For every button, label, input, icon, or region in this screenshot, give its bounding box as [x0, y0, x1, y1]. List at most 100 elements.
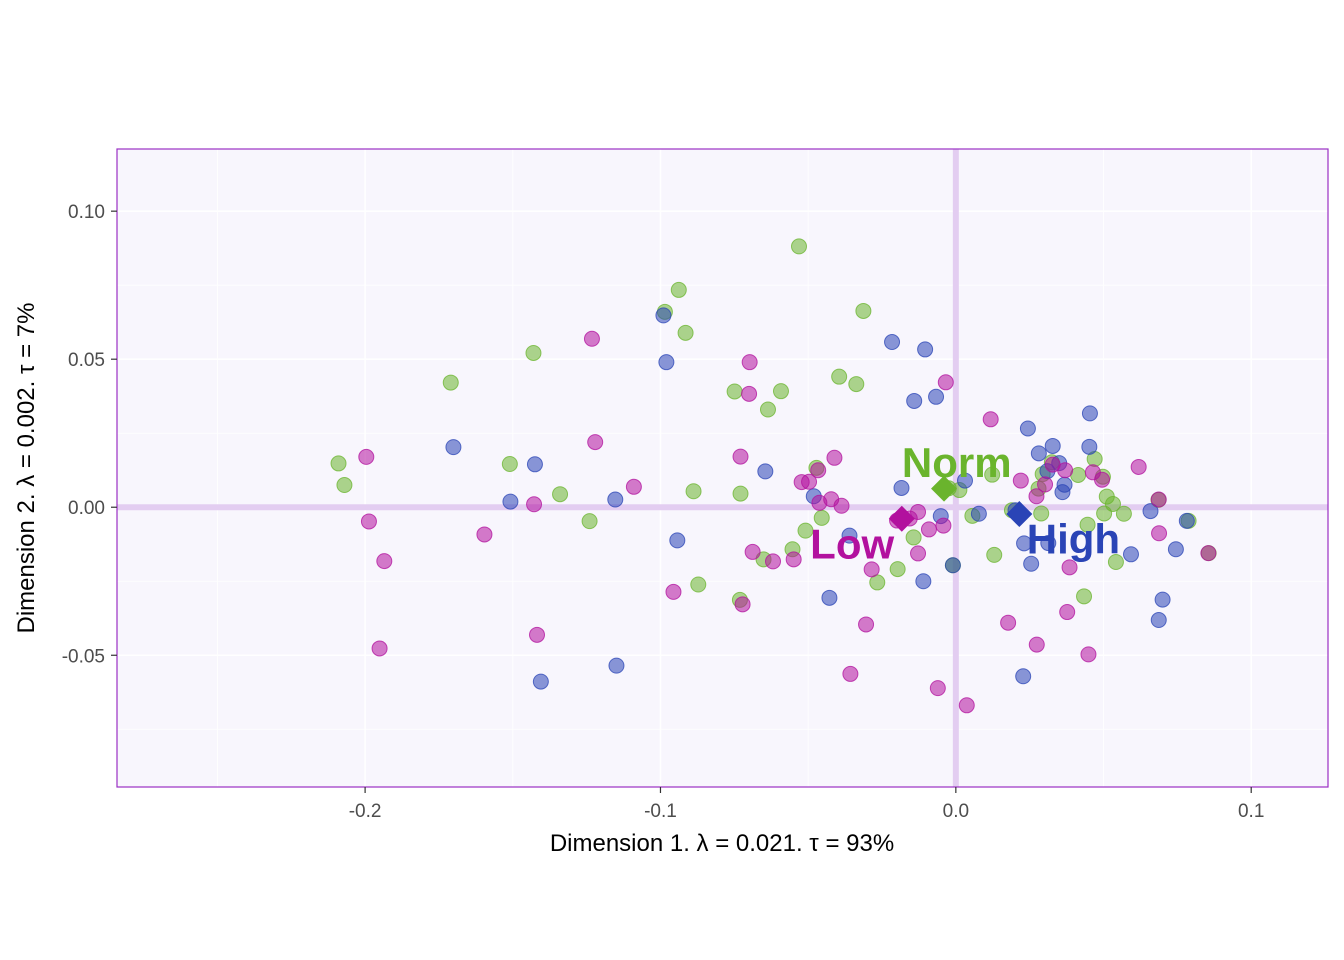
point-high: [893, 479, 910, 496]
point-low: [734, 596, 751, 613]
point-high: [669, 532, 686, 549]
point-low: [1200, 545, 1217, 562]
y-tick-label: -0.05: [62, 646, 105, 667]
point-low: [1000, 614, 1017, 631]
point-low: [1151, 525, 1168, 542]
point-norm: [685, 483, 702, 500]
point-norm: [525, 344, 542, 361]
point-low: [858, 616, 875, 633]
y-tick-label: 0.05: [68, 350, 105, 371]
point-high: [1023, 555, 1040, 572]
point-low: [842, 665, 859, 682]
point-norm: [1079, 516, 1096, 533]
point-norm: [1104, 495, 1121, 512]
point-norm: [501, 456, 518, 473]
point-high: [1167, 541, 1184, 558]
point-low: [583, 330, 600, 347]
point-low: [935, 517, 952, 534]
point-norm: [797, 522, 814, 539]
point-norm: [670, 281, 687, 298]
point-high: [1142, 503, 1159, 520]
point-norm: [889, 561, 906, 578]
point-low: [744, 543, 761, 560]
point-norm: [790, 238, 807, 255]
centroids: Norm High Low: [810, 439, 1120, 568]
point-low: [810, 462, 827, 479]
point-low: [529, 626, 546, 643]
point-high: [841, 527, 858, 544]
point-high: [1178, 512, 1195, 529]
point-high: [445, 439, 462, 456]
point-low: [625, 478, 642, 495]
point-norm: [1115, 505, 1132, 522]
point-high: [944, 557, 961, 574]
point-low: [929, 680, 946, 697]
point-low: [360, 513, 377, 530]
x-tick-label: 0.0: [943, 801, 969, 822]
point-low: [732, 448, 749, 465]
point-high: [526, 456, 543, 473]
point-high: [655, 307, 672, 324]
point-norm: [732, 485, 749, 502]
point-high: [607, 491, 624, 508]
plot-panel-border: [116, 148, 1329, 788]
x-tick-label: 0.1: [1238, 801, 1264, 822]
point-low: [526, 496, 543, 513]
point-low: [1130, 458, 1147, 475]
point-low: [1037, 476, 1054, 493]
point-low: [910, 545, 927, 562]
point-low: [833, 497, 850, 514]
point-high: [532, 673, 549, 690]
point-high: [956, 472, 973, 489]
point-high: [821, 589, 838, 606]
point-low: [358, 448, 375, 465]
centroid-marker-low: [888, 505, 915, 532]
point-low: [863, 561, 880, 578]
y-axis-ticks: -0.05 0.00 0.05 0.10: [62, 202, 117, 667]
point-norm: [984, 466, 1001, 483]
point-norm: [330, 455, 347, 472]
point-low: [910, 503, 927, 520]
point-norm: [848, 376, 865, 393]
point-low: [937, 374, 954, 391]
point-low: [587, 434, 604, 451]
point-high: [757, 463, 774, 480]
point-norm: [772, 383, 789, 400]
point-norm: [759, 401, 776, 418]
point-high: [928, 388, 945, 405]
point-norm: [1033, 505, 1050, 522]
point-low: [1059, 604, 1076, 621]
y-tick-label: 0.10: [68, 202, 105, 223]
point-high: [1154, 591, 1171, 608]
plot-panel: [117, 149, 1328, 787]
x-tick-label: -0.1: [644, 801, 677, 822]
point-high: [1030, 445, 1047, 462]
point-high: [906, 392, 923, 409]
point-high: [502, 493, 519, 510]
point-high: [970, 505, 987, 522]
point-low: [826, 449, 843, 466]
point-low: [1061, 559, 1078, 576]
x-axis-ticks: -0.2 -0.1 0.0 0.1: [349, 787, 1264, 822]
grid-lines: [117, 149, 1328, 787]
point-low: [1028, 636, 1045, 653]
point-high: [1015, 668, 1032, 685]
point-low: [765, 553, 782, 570]
point-low: [741, 354, 758, 371]
point-high: [1016, 535, 1033, 552]
point-norm: [552, 486, 569, 503]
centroid-marker-norm: [931, 475, 958, 502]
point-low: [1150, 491, 1167, 508]
point-low: [920, 521, 937, 538]
point-high: [658, 354, 675, 371]
point-norm: [726, 383, 743, 400]
point-low: [1057, 462, 1074, 479]
point-norm: [986, 546, 1003, 563]
point-high: [884, 334, 901, 351]
point-norm: [442, 374, 459, 391]
point-norm: [336, 477, 353, 494]
point-low: [376, 553, 393, 570]
y-axis-title: Dimension 2. λ = 0.002. τ = 7%: [13, 303, 40, 634]
point-norm: [581, 513, 598, 530]
